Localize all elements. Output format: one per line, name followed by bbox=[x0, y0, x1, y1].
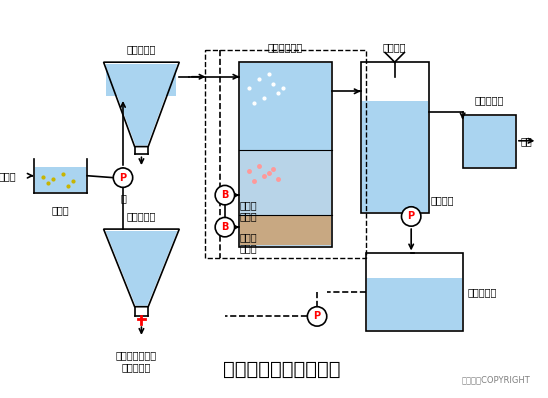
Polygon shape bbox=[106, 64, 176, 96]
Text: 生物滤池污水处理系统: 生物滤池污水处理系统 bbox=[224, 360, 341, 379]
Text: P: P bbox=[313, 311, 321, 322]
Text: 反冲用
空压机: 反冲用 空压机 bbox=[239, 200, 257, 222]
Text: 原污水: 原污水 bbox=[0, 171, 16, 181]
Circle shape bbox=[113, 168, 133, 187]
Polygon shape bbox=[241, 63, 330, 150]
Polygon shape bbox=[241, 215, 330, 245]
Text: 曝气生物滤池: 曝气生物滤池 bbox=[267, 43, 302, 53]
Text: 泵: 泵 bbox=[120, 193, 126, 203]
Text: 反冲洗水池: 反冲洗水池 bbox=[467, 287, 497, 297]
Polygon shape bbox=[367, 277, 461, 330]
Circle shape bbox=[215, 185, 235, 205]
Polygon shape bbox=[362, 101, 427, 212]
Text: 污泥处理设备或
系统外排放: 污泥处理设备或 系统外排放 bbox=[116, 350, 157, 372]
Text: 投氧混合池: 投氧混合池 bbox=[474, 95, 504, 105]
Text: P: P bbox=[408, 211, 415, 221]
Polygon shape bbox=[464, 115, 515, 167]
Text: 反冲洗水: 反冲洗水 bbox=[431, 195, 454, 205]
Text: 放流: 放流 bbox=[521, 136, 533, 146]
Text: B: B bbox=[221, 190, 229, 200]
Text: 沉砂池: 沉砂池 bbox=[51, 205, 68, 215]
Text: B: B bbox=[221, 222, 229, 232]
Polygon shape bbox=[106, 64, 178, 146]
Circle shape bbox=[215, 217, 235, 237]
Text: 初次沉淀池: 初次沉淀池 bbox=[127, 45, 156, 55]
Text: 曝气用
空压机: 曝气用 空压机 bbox=[239, 232, 257, 254]
Polygon shape bbox=[35, 167, 86, 192]
Circle shape bbox=[307, 307, 327, 326]
Text: 东方仿真COPYRIGHT: 东方仿真COPYRIGHT bbox=[462, 375, 530, 384]
Circle shape bbox=[402, 207, 421, 226]
Text: P: P bbox=[119, 173, 127, 183]
Text: 处理水池: 处理水池 bbox=[383, 43, 407, 53]
Polygon shape bbox=[241, 150, 330, 246]
Text: 污泥浓缩池: 污泥浓缩池 bbox=[127, 211, 156, 221]
Polygon shape bbox=[106, 231, 178, 306]
